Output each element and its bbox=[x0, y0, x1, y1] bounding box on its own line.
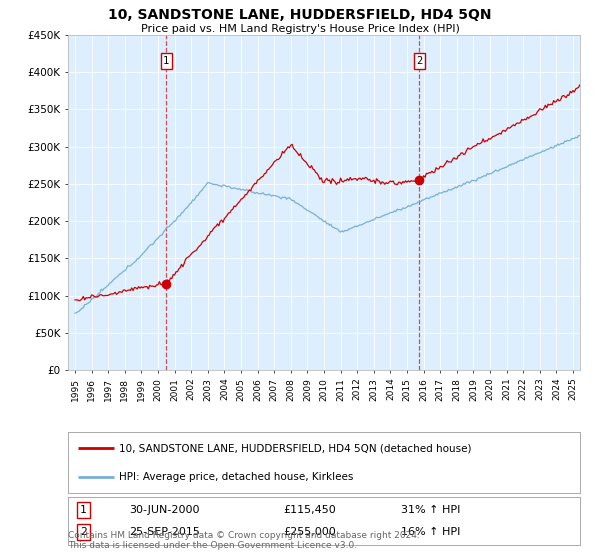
Text: 31% ↑ HPI: 31% ↑ HPI bbox=[401, 505, 460, 515]
Text: Price paid vs. HM Land Registry's House Price Index (HPI): Price paid vs. HM Land Registry's House … bbox=[140, 24, 460, 34]
Text: 16% ↑ HPI: 16% ↑ HPI bbox=[401, 527, 460, 537]
Text: 25-SEP-2015: 25-SEP-2015 bbox=[130, 527, 200, 537]
Text: 1: 1 bbox=[163, 56, 169, 66]
Text: 30-JUN-2000: 30-JUN-2000 bbox=[130, 505, 200, 515]
Text: £115,450: £115,450 bbox=[283, 505, 336, 515]
Text: 2: 2 bbox=[80, 527, 87, 537]
Text: 10, SANDSTONE LANE, HUDDERSFIELD, HD4 5QN (detached house): 10, SANDSTONE LANE, HUDDERSFIELD, HD4 5Q… bbox=[119, 444, 472, 454]
Text: 10, SANDSTONE LANE, HUDDERSFIELD, HD4 5QN: 10, SANDSTONE LANE, HUDDERSFIELD, HD4 5Q… bbox=[108, 8, 492, 22]
Text: £255,000: £255,000 bbox=[283, 527, 336, 537]
Text: 2: 2 bbox=[416, 56, 422, 66]
Text: 1: 1 bbox=[80, 505, 87, 515]
Text: HPI: Average price, detached house, Kirklees: HPI: Average price, detached house, Kirk… bbox=[119, 472, 353, 482]
Text: Contains HM Land Registry data © Crown copyright and database right 2024.
This d: Contains HM Land Registry data © Crown c… bbox=[68, 531, 420, 550]
